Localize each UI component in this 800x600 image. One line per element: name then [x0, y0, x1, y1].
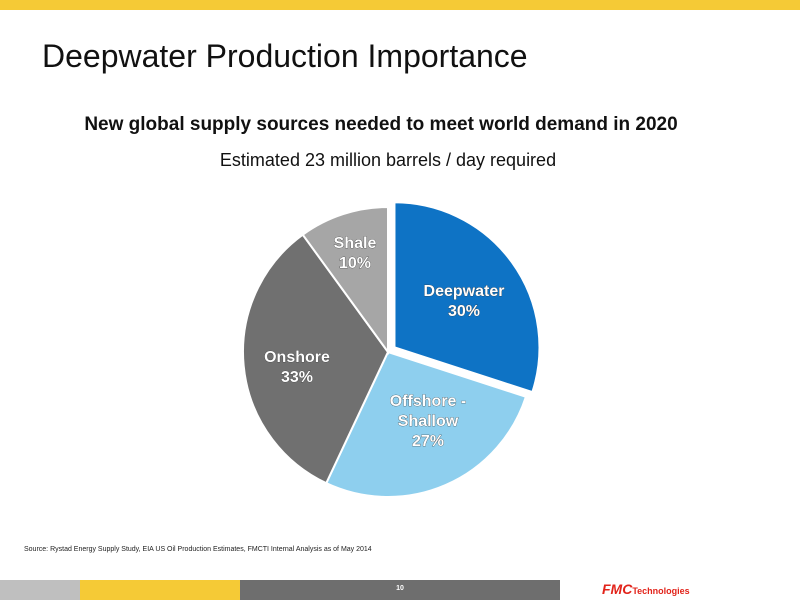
- pie-slice-shale: [301, 205, 389, 356]
- logo-text: Technologies: [632, 586, 690, 596]
- fmc-technologies-logo: FMCTechnologies: [602, 581, 690, 599]
- footer-bar-yellow: [80, 580, 240, 600]
- slide-subtitle: New global supply sources needed to meet…: [84, 114, 678, 135]
- top-accent-stripe: [0, 0, 800, 10]
- pie-label-onshore: Onshore 33%: [264, 349, 330, 386]
- chart-subtitle: Estimated 23 million barrels / day requi…: [219, 150, 557, 170]
- pie-slice-offshore-shallow: [324, 350, 528, 498]
- logo-mark: FMC: [602, 581, 633, 597]
- footer-bar-dark: [240, 580, 560, 600]
- pie-label-offshore-shallow: Offshore -Shallow 27%: [390, 393, 466, 450]
- source-note: Source: Rystad Energy Supply Study, EIA …: [24, 546, 372, 553]
- slide-title: Deepwater Production Importance: [42, 38, 528, 74]
- pie-slice-deepwater: [393, 201, 541, 394]
- page-number: 10: [396, 585, 404, 592]
- pie-label-deepwater: Deepwater 30%: [424, 283, 505, 320]
- pie-label-shale: Shale 10%: [334, 235, 377, 272]
- footer-bar-gray: [0, 580, 80, 600]
- pie-slice-onshore: [242, 233, 390, 485]
